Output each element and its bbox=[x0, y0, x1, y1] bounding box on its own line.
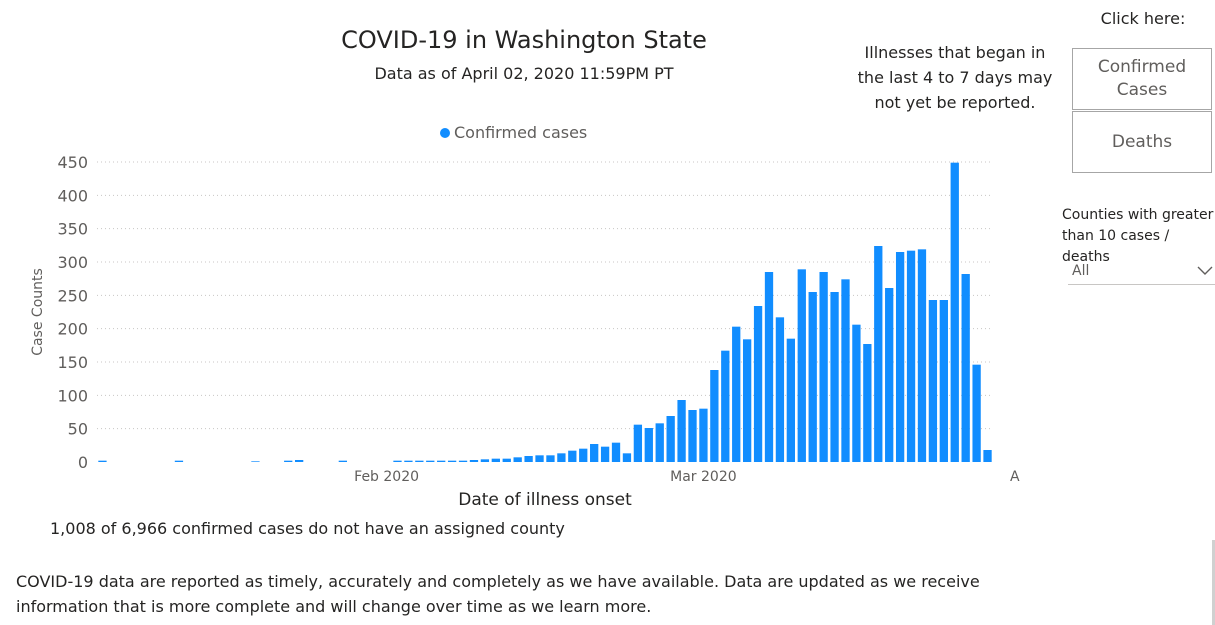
x-axis-ticks: Feb 2020 Mar 2020 Apr 2020 bbox=[354, 469, 1020, 485]
bar[interactable] bbox=[458, 460, 468, 462]
y-tick-label: 300 bbox=[57, 253, 88, 272]
bar[interactable] bbox=[808, 292, 817, 462]
bar[interactable] bbox=[491, 458, 500, 462]
bar[interactable] bbox=[513, 457, 522, 462]
bar[interactable] bbox=[874, 246, 883, 462]
county-filter-label: Counties with greater than 10 cases / de… bbox=[1062, 207, 1214, 265]
bar[interactable] bbox=[469, 460, 479, 462]
y-tick-label: 50 bbox=[68, 420, 88, 439]
bar[interactable] bbox=[579, 448, 588, 462]
bar[interactable] bbox=[753, 306, 763, 462]
bar[interactable] bbox=[524, 456, 533, 462]
bar[interactable] bbox=[895, 252, 905, 462]
bar[interactable] bbox=[294, 460, 304, 462]
y-axis-label: Case Counts bbox=[30, 268, 46, 356]
y-tick-label: 250 bbox=[57, 286, 88, 305]
bar[interactable] bbox=[622, 453, 632, 462]
bar[interactable] bbox=[535, 455, 544, 462]
chart-title: COVID-19 in Washington State bbox=[341, 26, 707, 54]
bar[interactable] bbox=[950, 162, 959, 463]
bar[interactable] bbox=[939, 300, 948, 462]
click-here-label: Click here: bbox=[1100, 9, 1186, 28]
chevron-down-icon bbox=[1197, 266, 1213, 275]
bar[interactable] bbox=[284, 460, 293, 462]
gridlines bbox=[97, 161, 993, 430]
bar[interactable] bbox=[677, 400, 686, 462]
bar[interactable] bbox=[928, 300, 938, 462]
bar[interactable] bbox=[415, 460, 424, 462]
y-tick-label: 350 bbox=[57, 220, 88, 239]
bar[interactable] bbox=[611, 442, 621, 462]
legend-marker bbox=[440, 127, 450, 138]
bar[interactable] bbox=[721, 350, 730, 462]
bar[interactable] bbox=[906, 250, 916, 462]
bar[interactable] bbox=[98, 460, 107, 462]
bar[interactable] bbox=[404, 460, 413, 462]
county-filter-dropdown[interactable]: All bbox=[1068, 257, 1215, 285]
chart-legend[interactable]: Confirmed cases bbox=[440, 123, 587, 142]
bar[interactable] bbox=[655, 423, 664, 462]
x-axis-label: Date of illness onset bbox=[458, 490, 632, 510]
bar[interactable] bbox=[786, 338, 795, 462]
data-disclaimer: COVID-19 data are reported as timely, ac… bbox=[16, 572, 980, 616]
y-axis-ticks: 0 50 100 150 200 250 300 350 400 450 bbox=[57, 153, 88, 472]
y-tick-label: 200 bbox=[57, 320, 88, 339]
y-tick-label: 0 bbox=[78, 453, 88, 472]
bar[interactable] bbox=[546, 455, 555, 462]
bar[interactable] bbox=[732, 326, 741, 462]
bar[interactable] bbox=[830, 292, 839, 462]
bars bbox=[98, 162, 992, 463]
bar[interactable] bbox=[600, 446, 610, 462]
bar[interactable] bbox=[841, 279, 850, 462]
bar[interactable] bbox=[885, 288, 894, 462]
y-tick-label: 400 bbox=[57, 186, 88, 205]
bar[interactable] bbox=[426, 460, 435, 462]
bar[interactable] bbox=[852, 324, 861, 462]
bar[interactable] bbox=[699, 408, 708, 462]
x-tick-label: Apr 2020 bbox=[1010, 469, 1020, 485]
bar[interactable] bbox=[797, 269, 806, 462]
bar[interactable] bbox=[863, 344, 872, 462]
bar[interactable] bbox=[961, 274, 970, 462]
reporting-lag-notice: Illnesses that began in the last 4 to 7 … bbox=[857, 43, 1053, 112]
bar[interactable] bbox=[251, 461, 260, 462]
confirmed-cases-button[interactable]: Confirmed Cases bbox=[1072, 48, 1212, 110]
bar[interactable] bbox=[644, 428, 653, 462]
y-tick-label: 150 bbox=[57, 353, 88, 372]
legend-label: Confirmed cases bbox=[454, 123, 588, 142]
deaths-button[interactable]: Deaths bbox=[1072, 111, 1212, 173]
bar[interactable] bbox=[338, 460, 347, 462]
bar[interactable] bbox=[742, 339, 752, 462]
bar[interactable] bbox=[502, 458, 511, 462]
bar[interactable] bbox=[819, 272, 828, 462]
x-tick-label: Mar 2020 bbox=[670, 469, 737, 485]
bar-chart: 0 50 100 150 200 250 300 350 400 450 Feb 2020 Mar … bbox=[57, 153, 1020, 485]
y-tick-label: 450 bbox=[57, 153, 88, 172]
chart-subtitle: Data as of April 02, 2020 11:59PM PT bbox=[374, 64, 674, 83]
x-tick-label: Feb 2020 bbox=[354, 469, 419, 485]
unassigned-county-note: 1,008 of 6,966 confirmed cases do not ha… bbox=[50, 519, 565, 538]
bar[interactable] bbox=[174, 460, 184, 462]
county-filter-value: All bbox=[1072, 262, 1090, 279]
bar[interactable] bbox=[393, 460, 402, 462]
bar[interactable] bbox=[447, 460, 457, 462]
bar[interactable] bbox=[437, 460, 446, 462]
bar[interactable] bbox=[972, 364, 981, 462]
bar[interactable] bbox=[568, 450, 577, 462]
bar[interactable] bbox=[983, 450, 992, 462]
scrollbar[interactable] bbox=[1212, 540, 1215, 625]
bar[interactable] bbox=[557, 453, 566, 462]
bar[interactable] bbox=[590, 444, 599, 462]
bar[interactable] bbox=[917, 249, 927, 462]
bar[interactable] bbox=[764, 272, 774, 462]
bar[interactable] bbox=[480, 459, 490, 462]
y-tick-label: 100 bbox=[57, 386, 88, 405]
bar[interactable] bbox=[633, 424, 643, 462]
bar[interactable] bbox=[710, 370, 719, 462]
bar[interactable] bbox=[775, 317, 785, 462]
bar[interactable] bbox=[688, 410, 697, 462]
bar[interactable] bbox=[666, 416, 675, 462]
